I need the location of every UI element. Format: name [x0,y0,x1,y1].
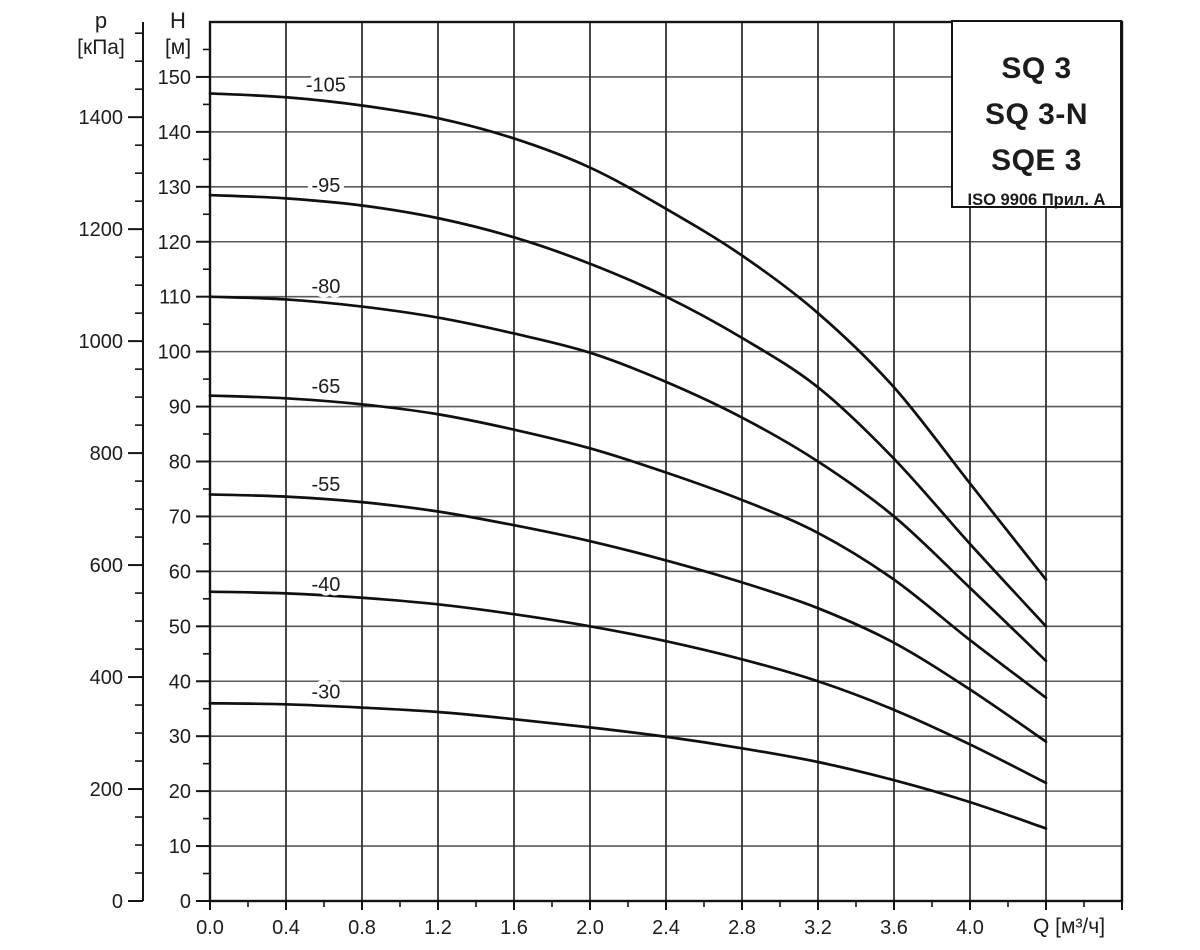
legend-model-sq3n: SQ 3-N [984,98,1089,131]
pump-curve-65 [208,394,1048,700]
head-tick-label: 40 [169,671,191,693]
flow-tick-label: 2.0 [576,917,604,939]
legend-model-sqe3: SQE 3 [991,144,1082,177]
flow-tick-label: 4.0 [956,917,984,939]
curve-label-40: -40 [311,574,340,596]
pressure-tick-label: 400 [90,667,123,689]
pressure-tick-label: 0 [112,891,123,913]
curve-label-65: -65 [311,376,340,398]
legend-model-sq3: SQ 3 [1001,52,1072,85]
head-tick-label: 140 [158,122,191,144]
flow-tick-label: 2.8 [728,917,756,939]
pressure-tick-label: 800 [90,443,123,465]
pressure-tick-label: 1400 [79,107,124,129]
curve-label-55: -55 [311,474,340,496]
legend-standard-note: ISO 9906 Прил. А [967,191,1106,209]
pressure-tick-label: 200 [90,779,123,801]
pump-curve-95 [208,193,1048,628]
head-axis-symbol: H [170,8,186,33]
curve-label-105: -105 [306,75,346,97]
curve-label-30: -30 [311,682,340,704]
flow-tick-label: 1.6 [500,917,528,939]
head-tick-label: 60 [169,561,191,583]
head-tick-label: 0 [180,891,191,913]
flow-tick-label: 0.0 [196,917,224,939]
pressure-tick-label: 600 [90,555,123,577]
head-tick-label: 70 [169,506,191,528]
flow-tick-label: 0.4 [272,917,300,939]
curve-label-95: -95 [311,175,340,197]
pressure-axis-unit: [кПа] [77,36,125,59]
pressure-tick-label: 1000 [79,331,124,353]
head-tick-label: 150 [158,67,191,89]
head-axis-unit: [м] [164,36,192,59]
head-tick-label: 10 [169,836,191,858]
head-tick-label: 120 [158,232,191,254]
flow-tick-label: 3.2 [804,917,832,939]
pump-curve-80 [208,295,1048,663]
head-tick-label: 80 [169,452,191,474]
head-tick-label: 30 [169,726,191,748]
flow-tick-label: 2.4 [652,917,680,939]
legend-box: SQ 3 SQ 3-N SQE 3 ISO 9906 Прил. А [951,20,1122,209]
pressure-axis-symbol: p [94,8,108,33]
pressure-tick-label: 1200 [79,219,124,241]
pump-curve-105 [208,92,1048,581]
flow-tick-label: 3.6 [880,917,908,939]
pump-curve-30 [208,701,1048,830]
head-axis-title: H [м] [146,7,210,61]
head-tick-label: 110 [159,287,191,309]
flow-tick-label: 0.8 [348,917,376,939]
pump-curve-40 [208,590,1048,785]
head-tick-label: 50 [169,616,191,638]
pump-curve-55 [208,493,1048,744]
flow-tick-label: 1.2 [424,917,452,939]
head-tick-label: 100 [158,342,191,364]
curve-label-80: -80 [311,276,340,298]
head-tick-label: 90 [169,397,191,419]
flow-axis-title: Q [м³/ч] [1033,915,1106,938]
head-tick-label: 20 [169,781,191,803]
head-tick-label: 130 [158,177,191,199]
pressure-axis-title: p [кПа] [58,7,144,61]
